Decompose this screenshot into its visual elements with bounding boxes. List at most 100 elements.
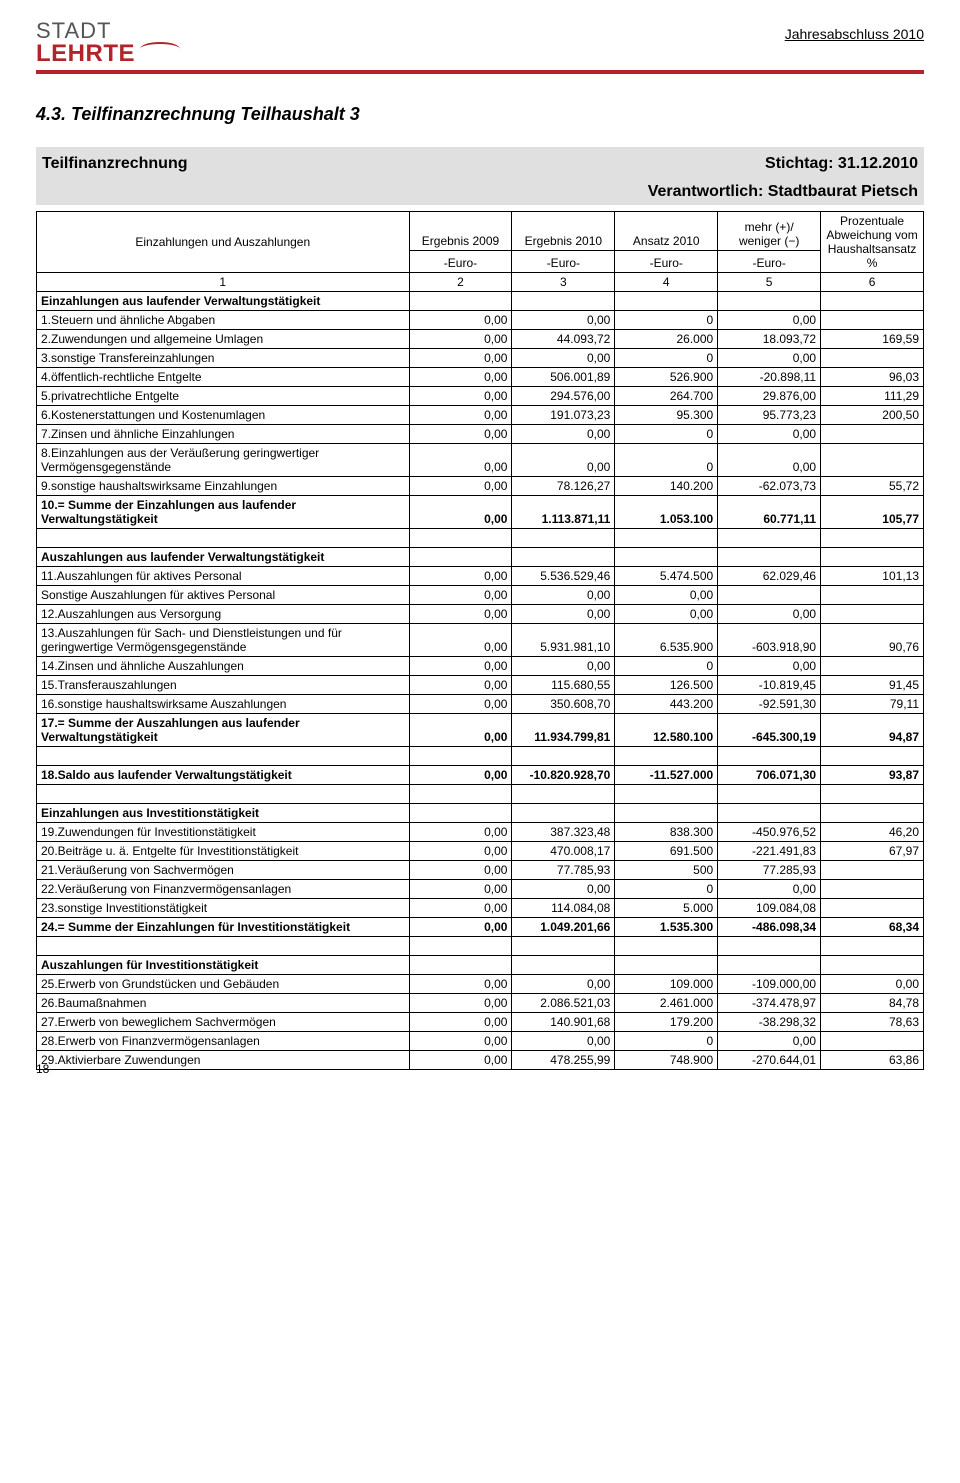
row-label: 27.Erwerb von beweglichem Sachvermögen bbox=[37, 1013, 410, 1032]
empty-cell bbox=[409, 956, 512, 975]
row-label: 23.sonstige Investitionstätigkeit bbox=[37, 899, 410, 918]
head-c3: Ergebnis 2010 bbox=[512, 212, 615, 251]
row-c3: 0,00 bbox=[512, 880, 615, 899]
empty-cell bbox=[409, 292, 512, 311]
row-c5: 60.771,11 bbox=[718, 496, 821, 529]
row-c4: 443.200 bbox=[615, 695, 718, 714]
row-c6: 55,72 bbox=[821, 477, 924, 496]
row-label: 3.sonstige Transfereinzahlungen bbox=[37, 349, 410, 368]
empty-cell bbox=[718, 292, 821, 311]
row-c2: 0,00 bbox=[409, 444, 512, 477]
row-c4: 1.053.100 bbox=[615, 496, 718, 529]
table-row: Einzahlungen aus Investitionstätigkeit bbox=[37, 804, 924, 823]
table-row: 10.= Summe der Einzahlungen aus laufende… bbox=[37, 496, 924, 529]
row-c3: 478.255,99 bbox=[512, 1051, 615, 1070]
table-row: 26.Baumaßnahmen0,002.086.521,032.461.000… bbox=[37, 994, 924, 1013]
row-label: 5.privatrechtliche Entgelte bbox=[37, 387, 410, 406]
blank-cell bbox=[718, 529, 821, 548]
section-label: Auszahlungen aus laufender Verwaltungstä… bbox=[37, 548, 410, 567]
row-label: 29.Aktivierbare Zuwendungen bbox=[37, 1051, 410, 1070]
row-c3: 2.086.521,03 bbox=[512, 994, 615, 1013]
blank-cell bbox=[37, 785, 410, 804]
row-label: 17.= Summe der Auszahlungen aus laufende… bbox=[37, 714, 410, 747]
blank-cell bbox=[37, 937, 410, 956]
row-c5: 0,00 bbox=[718, 425, 821, 444]
empty-cell bbox=[615, 548, 718, 567]
row-c2: 0,00 bbox=[409, 880, 512, 899]
head-unit-3: -Euro- bbox=[512, 250, 615, 272]
table-row: 24.= Summe der Einzahlungen für Investit… bbox=[37, 918, 924, 937]
row-c5: 706.071,30 bbox=[718, 766, 821, 785]
row-c6 bbox=[821, 349, 924, 368]
blank-cell bbox=[821, 529, 924, 548]
row-c6: 67,97 bbox=[821, 842, 924, 861]
subheader-bar: Teilfinanzrechnung Stichtag: 31.12.2010 bbox=[36, 147, 924, 179]
empty-cell bbox=[821, 804, 924, 823]
blank-cell bbox=[718, 937, 821, 956]
table-row: 27.Erwerb von beweglichem Sachvermögen0,… bbox=[37, 1013, 924, 1032]
row-label: 12.Auszahlungen aus Versorgung bbox=[37, 605, 410, 624]
row-c4: 0 bbox=[615, 657, 718, 676]
row-c5: -20.898,11 bbox=[718, 368, 821, 387]
subheader-left: Teilfinanzrechnung bbox=[36, 151, 759, 177]
head-unit-5: -Euro- bbox=[718, 250, 821, 272]
row-c2: 0,00 bbox=[409, 330, 512, 349]
row-label: 4.öffentlich-rechtliche Entgelte bbox=[37, 368, 410, 387]
row-c6: 79,11 bbox=[821, 695, 924, 714]
row-c5: 18.093,72 bbox=[718, 330, 821, 349]
row-c3: 0,00 bbox=[512, 425, 615, 444]
row-c2: 0,00 bbox=[409, 586, 512, 605]
row-label: 14.Zinsen und ähnliche Auszahlungen bbox=[37, 657, 410, 676]
row-c6 bbox=[821, 657, 924, 676]
row-label: 10.= Summe der Einzahlungen aus laufende… bbox=[37, 496, 410, 529]
row-c2: 0,00 bbox=[409, 406, 512, 425]
row-c2: 0,00 bbox=[409, 425, 512, 444]
page: STADT LEHRTE Jahresabschluss 2010 4.3. T… bbox=[0, 0, 960, 1080]
row-c3: 470.008,17 bbox=[512, 842, 615, 861]
blank-cell bbox=[37, 529, 410, 548]
row-c6 bbox=[821, 605, 924, 624]
row-label: 18.Saldo aus laufender Verwaltungstätigk… bbox=[37, 766, 410, 785]
section-label: Einzahlungen aus laufender Verwaltungstä… bbox=[37, 292, 410, 311]
row-c3: 114.084,08 bbox=[512, 899, 615, 918]
row-label: 1.Steuern und ähnliche Abgaben bbox=[37, 311, 410, 330]
blank-cell bbox=[615, 747, 718, 766]
row-label: 13.Auszahlungen für Sach- und Dienstleis… bbox=[37, 624, 410, 657]
head-c2: Ergebnis 2009 bbox=[409, 212, 512, 251]
row-c5: -92.591,30 bbox=[718, 695, 821, 714]
row-c5: -10.819,45 bbox=[718, 676, 821, 695]
row-c6 bbox=[821, 311, 924, 330]
head-c4: Ansatz 2010 bbox=[615, 212, 718, 251]
blank-cell bbox=[821, 785, 924, 804]
row-c3: 0,00 bbox=[512, 605, 615, 624]
head-n4: 4 bbox=[615, 273, 718, 292]
row-c3: 0,00 bbox=[512, 349, 615, 368]
row-c4: 526.900 bbox=[615, 368, 718, 387]
row-c4: 0,00 bbox=[615, 605, 718, 624]
blank-cell bbox=[718, 747, 821, 766]
row-c5: 95.773,23 bbox=[718, 406, 821, 425]
empty-cell bbox=[512, 804, 615, 823]
row-label: 16.sonstige haushaltswirksame Auszahlung… bbox=[37, 695, 410, 714]
document-title: Jahresabschluss 2010 bbox=[785, 26, 924, 42]
head-n2: 2 bbox=[409, 273, 512, 292]
row-c3: 44.093,72 bbox=[512, 330, 615, 349]
row-label: 25.Erwerb von Grundstücken und Gebäuden bbox=[37, 975, 410, 994]
row-c4: -11.527.000 bbox=[615, 766, 718, 785]
blank-cell bbox=[512, 747, 615, 766]
table-row: Auszahlungen für Investitionstätigkeit bbox=[37, 956, 924, 975]
blank-cell bbox=[821, 747, 924, 766]
table-row: Einzahlungen aus laufender Verwaltungstä… bbox=[37, 292, 924, 311]
empty-cell bbox=[512, 548, 615, 567]
row-c4: 748.900 bbox=[615, 1051, 718, 1070]
row-c6: 0,00 bbox=[821, 975, 924, 994]
blank-cell bbox=[37, 747, 410, 766]
row-c5: 62.029,46 bbox=[718, 567, 821, 586]
row-c6: 68,34 bbox=[821, 918, 924, 937]
row-c5: 29.876,00 bbox=[718, 387, 821, 406]
table-row: 22.Veräußerung von Finanzvermögensanlage… bbox=[37, 880, 924, 899]
row-c3: 0,00 bbox=[512, 586, 615, 605]
row-c3: 506.001,89 bbox=[512, 368, 615, 387]
row-c3: 78.126,27 bbox=[512, 477, 615, 496]
row-label: 7.Zinsen und ähnliche Einzahlungen bbox=[37, 425, 410, 444]
